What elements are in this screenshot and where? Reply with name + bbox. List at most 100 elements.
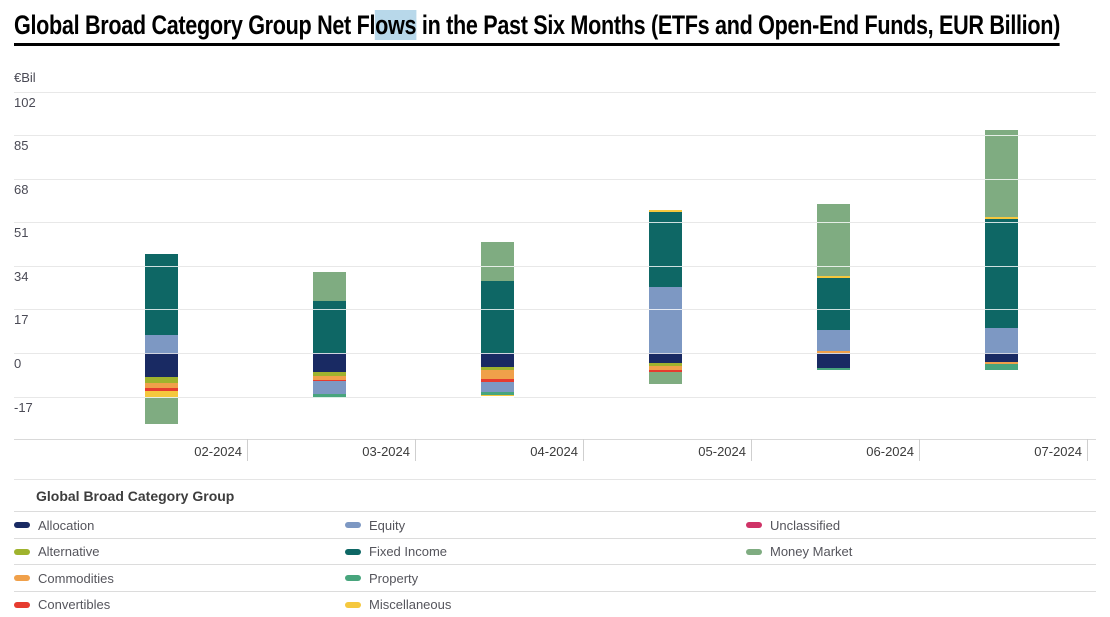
- bar-segment-fixed-income[interactable]: [984, 219, 1018, 328]
- gridline-overlay: [648, 309, 682, 311]
- y-axis-tick-label: 68: [14, 181, 29, 197]
- x-axis-tick-label: 05-2024: [698, 444, 746, 459]
- y-axis-tick-label: 51: [14, 225, 29, 241]
- bar-segment-equity[interactable]: [144, 334, 178, 353]
- gridline-overlay: [984, 353, 1018, 354]
- x-axis-tick: [751, 439, 752, 461]
- gridline-overlay: [144, 309, 178, 311]
- bar-segment-commodities[interactable]: [984, 362, 1018, 365]
- bar-segment-equity[interactable]: [480, 382, 514, 392]
- bar-segment-miscellaneous[interactable]: [144, 390, 178, 397]
- bar-segment-commodities[interactable]: [144, 383, 178, 388]
- bar-segment-allocation[interactable]: [984, 353, 1018, 363]
- gridline: [14, 309, 1096, 311]
- bar-segment-money-market[interactable]: [144, 396, 178, 424]
- bar-segment-alternative[interactable]: [144, 377, 178, 384]
- bar-segment-fixed-income[interactable]: [816, 277, 850, 331]
- legend-item-fixed-income: Fixed Income: [345, 539, 447, 565]
- legend-row: Convertibles Miscellaneous: [14, 590, 1096, 617]
- bar-segment-fixed-income[interactable]: [648, 212, 682, 288]
- legend-label: Alternative: [38, 544, 100, 559]
- legend-item-alternative: Alternative: [14, 539, 99, 565]
- bar-segment-allocation[interactable]: [480, 353, 514, 368]
- bar-segment-commodities[interactable]: [312, 376, 346, 381]
- bar-segment-equity[interactable]: [648, 287, 682, 353]
- gridline-overlay: [480, 353, 514, 354]
- legend-item-miscellaneous: Miscellaneous: [345, 592, 451, 617]
- x-axis-tick-label: 04-2024: [530, 444, 578, 459]
- x-axis-tick-label: 03-2024: [362, 444, 410, 459]
- gridline-overlay: [984, 178, 1018, 180]
- title-text-end: in the Past Six Months (ETFs and Open-En…: [416, 10, 1060, 40]
- bar-segment-money-market[interactable]: [312, 271, 346, 302]
- bar-segment-convertibles[interactable]: [144, 387, 178, 391]
- bar-segment-money-market[interactable]: [984, 129, 1018, 218]
- x-axis-tick-label: 06-2024: [866, 444, 914, 459]
- bar-segment-fixed-income[interactable]: [480, 280, 514, 353]
- gridline: [14, 135, 1096, 137]
- gridline-overlay: [144, 396, 178, 398]
- miscellaneous-swatch-icon: [345, 601, 361, 608]
- x-axis-tick-label: 02-2024: [194, 444, 242, 459]
- bar-segment-allocation[interactable]: [816, 353, 850, 368]
- gridline-overlay: [816, 309, 850, 311]
- title-text-start: Global Broad Category Group Net Fl: [14, 10, 376, 40]
- bar-segment-property[interactable]: [480, 391, 514, 395]
- property-swatch-icon: [345, 575, 361, 581]
- gridline-overlay: [144, 353, 178, 354]
- bar-segment-commodities[interactable]: [816, 350, 850, 353]
- gridline-overlay: [312, 353, 346, 354]
- bar-segment-property[interactable]: [816, 367, 850, 371]
- bar-segment-equity[interactable]: [816, 330, 850, 351]
- bar-segment-money-market[interactable]: [480, 241, 514, 281]
- bar-segment-miscellaneous[interactable]: [648, 210, 682, 213]
- bar-segment-equity[interactable]: [312, 381, 346, 395]
- gridline-overlay: [984, 135, 1018, 137]
- legend-item-equity: Equity: [345, 512, 405, 538]
- bar-segment-property[interactable]: [984, 364, 1018, 371]
- gridline-overlay: [984, 265, 1018, 267]
- bar-segment-allocation[interactable]: [648, 353, 682, 364]
- legend-item-allocation: Allocation: [14, 512, 94, 538]
- x-axis-tick: [583, 439, 584, 461]
- legend-label: Equity: [369, 517, 406, 533]
- bar-segment-equity[interactable]: [984, 327, 1018, 353]
- legend-label: Convertibles: [38, 597, 111, 612]
- allocation-swatch-icon: [14, 522, 30, 528]
- bar-segment-commodities[interactable]: [480, 370, 514, 380]
- bar-segment-fixed-income[interactable]: [144, 253, 178, 335]
- gridline-overlay: [480, 309, 514, 311]
- fixed-income-swatch-icon: [345, 548, 361, 555]
- gridline-overlay: [480, 396, 514, 398]
- bar-segment-alternative[interactable]: [648, 363, 682, 367]
- y-axis-tick-label: 102: [14, 94, 36, 110]
- bar-segment-convertibles[interactable]: [312, 380, 346, 382]
- bar-segment-money-market[interactable]: [648, 372, 682, 384]
- x-axis-tick-label: 07-2024: [1034, 444, 1082, 459]
- y-axis-tick-label: 34: [14, 268, 29, 284]
- gridline: [14, 396, 1096, 398]
- y-axis-tick-label: 85: [14, 138, 29, 154]
- bar-segment-commodities[interactable]: [648, 366, 682, 371]
- bar-segment-allocation[interactable]: [312, 353, 346, 373]
- bar-segment-miscellaneous[interactable]: [816, 275, 850, 278]
- gridline: [14, 265, 1096, 267]
- bar-segment-miscellaneous[interactable]: [984, 217, 1018, 220]
- x-axis-tick: [415, 439, 416, 461]
- bar-segment-alternative[interactable]: [312, 372, 346, 377]
- gridline-overlay: [312, 396, 346, 398]
- bar-segment-allocation[interactable]: [144, 353, 178, 378]
- legend-label: Unclassified: [770, 517, 841, 533]
- alternative-swatch-icon: [14, 548, 30, 555]
- bar-segment-miscellaneous[interactable]: [480, 394, 514, 397]
- gridline: [14, 353, 1096, 354]
- bar-segment-money-market[interactable]: [816, 203, 850, 276]
- x-axis-tick: [1087, 439, 1088, 461]
- bar-segment-alternative[interactable]: [480, 367, 514, 371]
- bar-segment-convertibles[interactable]: [648, 370, 682, 373]
- y-axis-unit-label: €Bil: [14, 70, 36, 85]
- gridline: [14, 178, 1096, 180]
- legend-header: Global Broad Category Group: [36, 488, 235, 504]
- bar-segment-property[interactable]: [312, 394, 346, 398]
- bar-segment-convertibles[interactable]: [480, 379, 514, 383]
